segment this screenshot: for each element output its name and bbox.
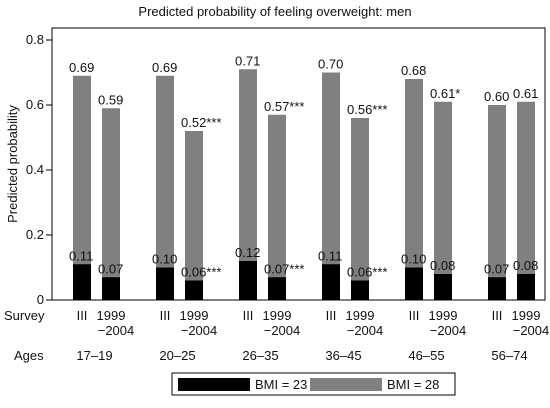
survey-label-line2: −2004 [430, 323, 467, 338]
bar-bmi23 [434, 274, 452, 300]
data-label-bmi28: 0.70 [318, 57, 343, 72]
bar-bmi23 [322, 264, 340, 300]
survey-label: 1999 [346, 308, 375, 323]
bar-bmi28 [322, 72, 340, 300]
survey-label: 1999 [429, 308, 458, 323]
bar-bmi23 [73, 264, 91, 300]
data-label-bmi23: 0.11 [318, 248, 342, 263]
survey-label-line2: −2004 [181, 323, 218, 338]
bar-bmi28 [239, 69, 257, 300]
survey-label: III [326, 308, 337, 323]
survey-label: III [160, 308, 171, 323]
bar-bmi28 [405, 79, 423, 300]
bar-bmi23 [517, 274, 535, 300]
survey-label: 1999 [263, 308, 292, 323]
bar-bmi28 [351, 118, 369, 300]
legend-swatch-bmi23 [178, 378, 250, 391]
data-label-bmi23: 0.11 [69, 248, 93, 263]
data-label-bmi28: 0.71 [235, 53, 260, 68]
legend-label-bmi23: BMI = 23 [255, 377, 307, 392]
survey-label: III [77, 308, 88, 323]
y-tick-label: 0.8 [26, 32, 44, 47]
data-label-bmi28: 0.57*** [264, 99, 304, 114]
data-label-bmi23: 0.06*** [181, 265, 221, 280]
data-label-bmi28: 0.69 [152, 60, 177, 75]
y-tick-label: 0.2 [26, 227, 44, 242]
survey-row-label: Survey [4, 308, 45, 323]
bar-bmi23 [268, 277, 286, 300]
survey-label-line2: −2004 [347, 323, 384, 338]
survey-label: 1999 [97, 308, 126, 323]
data-label-bmi23: 0.12 [235, 245, 260, 260]
bar-bmi23 [156, 267, 174, 300]
data-label-bmi23: 0.08 [430, 258, 455, 273]
bar-bmi28 [102, 108, 120, 300]
bar-bmi28 [517, 101, 535, 300]
ages-label: 17–19 [76, 348, 112, 363]
data-label-bmi23: 0.07*** [264, 261, 304, 276]
data-label-bmi23: 0.07 [484, 261, 509, 276]
legend-label-bmi28: BMI = 28 [387, 377, 439, 392]
data-label-bmi28: 0.69 [69, 60, 94, 75]
bar-bmi23 [185, 280, 203, 300]
survey-label-line2: −2004 [513, 323, 550, 338]
y-tick-label: 0 [37, 292, 44, 307]
data-label-bmi23: 0.06*** [347, 265, 387, 280]
survey-label: 1999 [512, 308, 541, 323]
survey-label: III [492, 308, 503, 323]
bar-bmi28 [268, 114, 286, 300]
legend: BMI = 23 BMI = 28 [171, 372, 456, 396]
bar-bmi23 [102, 277, 120, 300]
plot-frame [51, 27, 546, 301]
bar-bmi28 [434, 101, 452, 300]
bar-bmi28 [488, 105, 506, 300]
bar-bmi23 [405, 267, 423, 300]
bar-bmi28 [73, 75, 91, 300]
bar-bmi23 [488, 277, 506, 300]
bar-bmi28 [185, 131, 203, 300]
survey-label: III [243, 308, 254, 323]
bar-bmi23 [239, 261, 257, 300]
chart-title: Predicted probability of feeling overwei… [138, 4, 411, 19]
data-label-bmi23: 0.07 [98, 261, 123, 276]
y-tick-label: 0.4 [26, 162, 44, 177]
y-axis-label: Predicted probability [5, 105, 20, 223]
ages-label: 26–35 [242, 348, 278, 363]
survey-label-line2: −2004 [98, 323, 135, 338]
ages-label: 46–55 [408, 348, 444, 363]
data-label-bmi28: 0.61 [513, 86, 538, 101]
data-label-bmi23: 0.10 [152, 252, 177, 267]
survey-label-line2: −2004 [264, 323, 301, 338]
survey-label: 1999 [180, 308, 209, 323]
y-tick-label: 0.6 [26, 97, 44, 112]
bar-bmi28 [156, 75, 174, 300]
data-label-bmi23: 0.08 [513, 258, 538, 273]
bar-bmi23 [351, 280, 369, 300]
data-label-bmi28: 0.59 [98, 92, 123, 107]
data-label-bmi28: 0.60 [484, 89, 509, 104]
ages-label: 36–45 [325, 348, 361, 363]
ages-label: 56–74 [491, 348, 527, 363]
data-label-bmi28: 0.56*** [347, 102, 387, 117]
survey-label: III [409, 308, 420, 323]
data-label-bmi23: 0.10 [401, 252, 426, 267]
ages-label: 20–25 [159, 348, 195, 363]
legend-swatch-bmi28 [310, 378, 382, 391]
ages-row-label: Ages [14, 348, 44, 363]
data-label-bmi28: 0.52*** [181, 115, 221, 130]
data-label-bmi28: 0.68 [401, 63, 426, 78]
data-label-bmi28: 0.61* [430, 86, 460, 101]
